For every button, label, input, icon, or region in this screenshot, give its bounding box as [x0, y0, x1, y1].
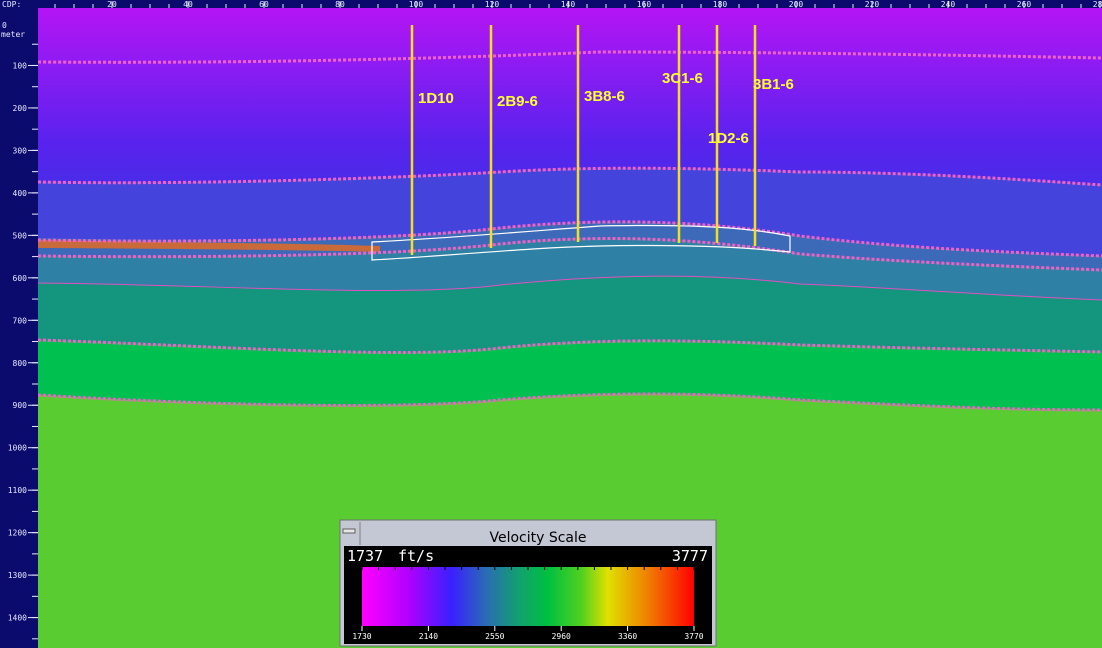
well-label: 3C1-6 [662, 70, 703, 87]
wells: 1D10 2B9-6 3B8-6 3C1-6 1D2-6 3B1-6 [410, 25, 794, 255]
colorbar-tick-label: 2140 [419, 632, 438, 641]
colorbar-tick-label: 2960 [552, 632, 571, 641]
y-tick-label: 900 [13, 401, 28, 410]
horizon [37, 338, 1102, 355]
reservoir-outline [371, 224, 791, 261]
x-tick-label: 40 [183, 0, 193, 9]
velocity-scale-window: Velocity Scale 1737 ft/s 3777 [339, 519, 717, 647]
x-tick-label: 140 [561, 0, 576, 9]
y-tick-label: 700 [13, 316, 28, 325]
layer-anomaly [38, 240, 380, 252]
horizon [37, 237, 1102, 272]
y-origin-label: 0 [2, 21, 7, 30]
colorbar-tick-label: 1730 [352, 632, 371, 641]
horizons [37, 50, 1102, 412]
scale-min: 1737 [347, 547, 383, 565]
x-tick-label: 220 [865, 0, 880, 9]
x-tick-label: 100 [409, 0, 424, 9]
layer-teal-green [38, 276, 1102, 353]
layer-top [38, 8, 1102, 185]
top-ruler [0, 0, 1102, 8]
well-label: 1D10 [418, 90, 454, 107]
y-tick-label: 400 [13, 189, 28, 198]
well-label: 2B9-6 [497, 93, 538, 110]
well-label: 3B8-6 [584, 88, 625, 105]
layer-teal [38, 238, 1102, 300]
y-tick-label: 300 [13, 146, 28, 155]
window-menu-button[interactable] [342, 528, 356, 534]
colorbar-tick-label: 3770 [684, 632, 703, 641]
y-tick-label: 500 [13, 231, 28, 240]
horizon [37, 392, 1102, 412]
color-bar [362, 567, 694, 626]
colorbar-tick-label: 3360 [618, 632, 637, 641]
scale-max: 3777 [672, 547, 708, 565]
x-tick-label: 200 [789, 0, 804, 9]
y-tick-label: 1100 [8, 486, 27, 495]
colorbar-tick-label: 2550 [485, 632, 504, 641]
y-tick-label: 600 [13, 274, 28, 283]
well-label: 1D2-6 [708, 130, 749, 147]
x-tick-label: 240 [941, 0, 956, 9]
y-tick-label: 1400 [8, 614, 27, 623]
horizon [37, 50, 1102, 64]
y-tick-label: 100 [13, 61, 28, 70]
window-title: Velocity Scale [489, 530, 586, 546]
horizon [37, 166, 1102, 187]
scale-unit: ft/s [398, 547, 434, 565]
y-tick-label: 800 [13, 359, 28, 368]
x-tick-label: 260 [1017, 0, 1032, 9]
y-tick-label: 1300 [8, 571, 27, 580]
x-tick-label: 160 [637, 0, 652, 9]
y-tick-label: 1200 [8, 529, 27, 538]
x-tick-label: 80 [335, 0, 345, 9]
model-area [37, 8, 1102, 648]
x-tick-label: 60 [259, 0, 269, 9]
x-axis-label: CDP: [2, 0, 21, 9]
x-tick-label: 180 [713, 0, 728, 9]
x-tick-label: 120 [485, 0, 500, 9]
y-tick-label: 200 [13, 104, 28, 113]
y-unit-label: meter [1, 30, 25, 39]
x-tick-label: 280 [1093, 0, 1102, 9]
x-tick-label: 20 [107, 0, 117, 9]
layer-green [38, 340, 1102, 410]
horizon-thin [37, 275, 1102, 301]
y-tick-label: 1000 [8, 444, 27, 453]
well-label: 3B1-6 [753, 76, 794, 93]
